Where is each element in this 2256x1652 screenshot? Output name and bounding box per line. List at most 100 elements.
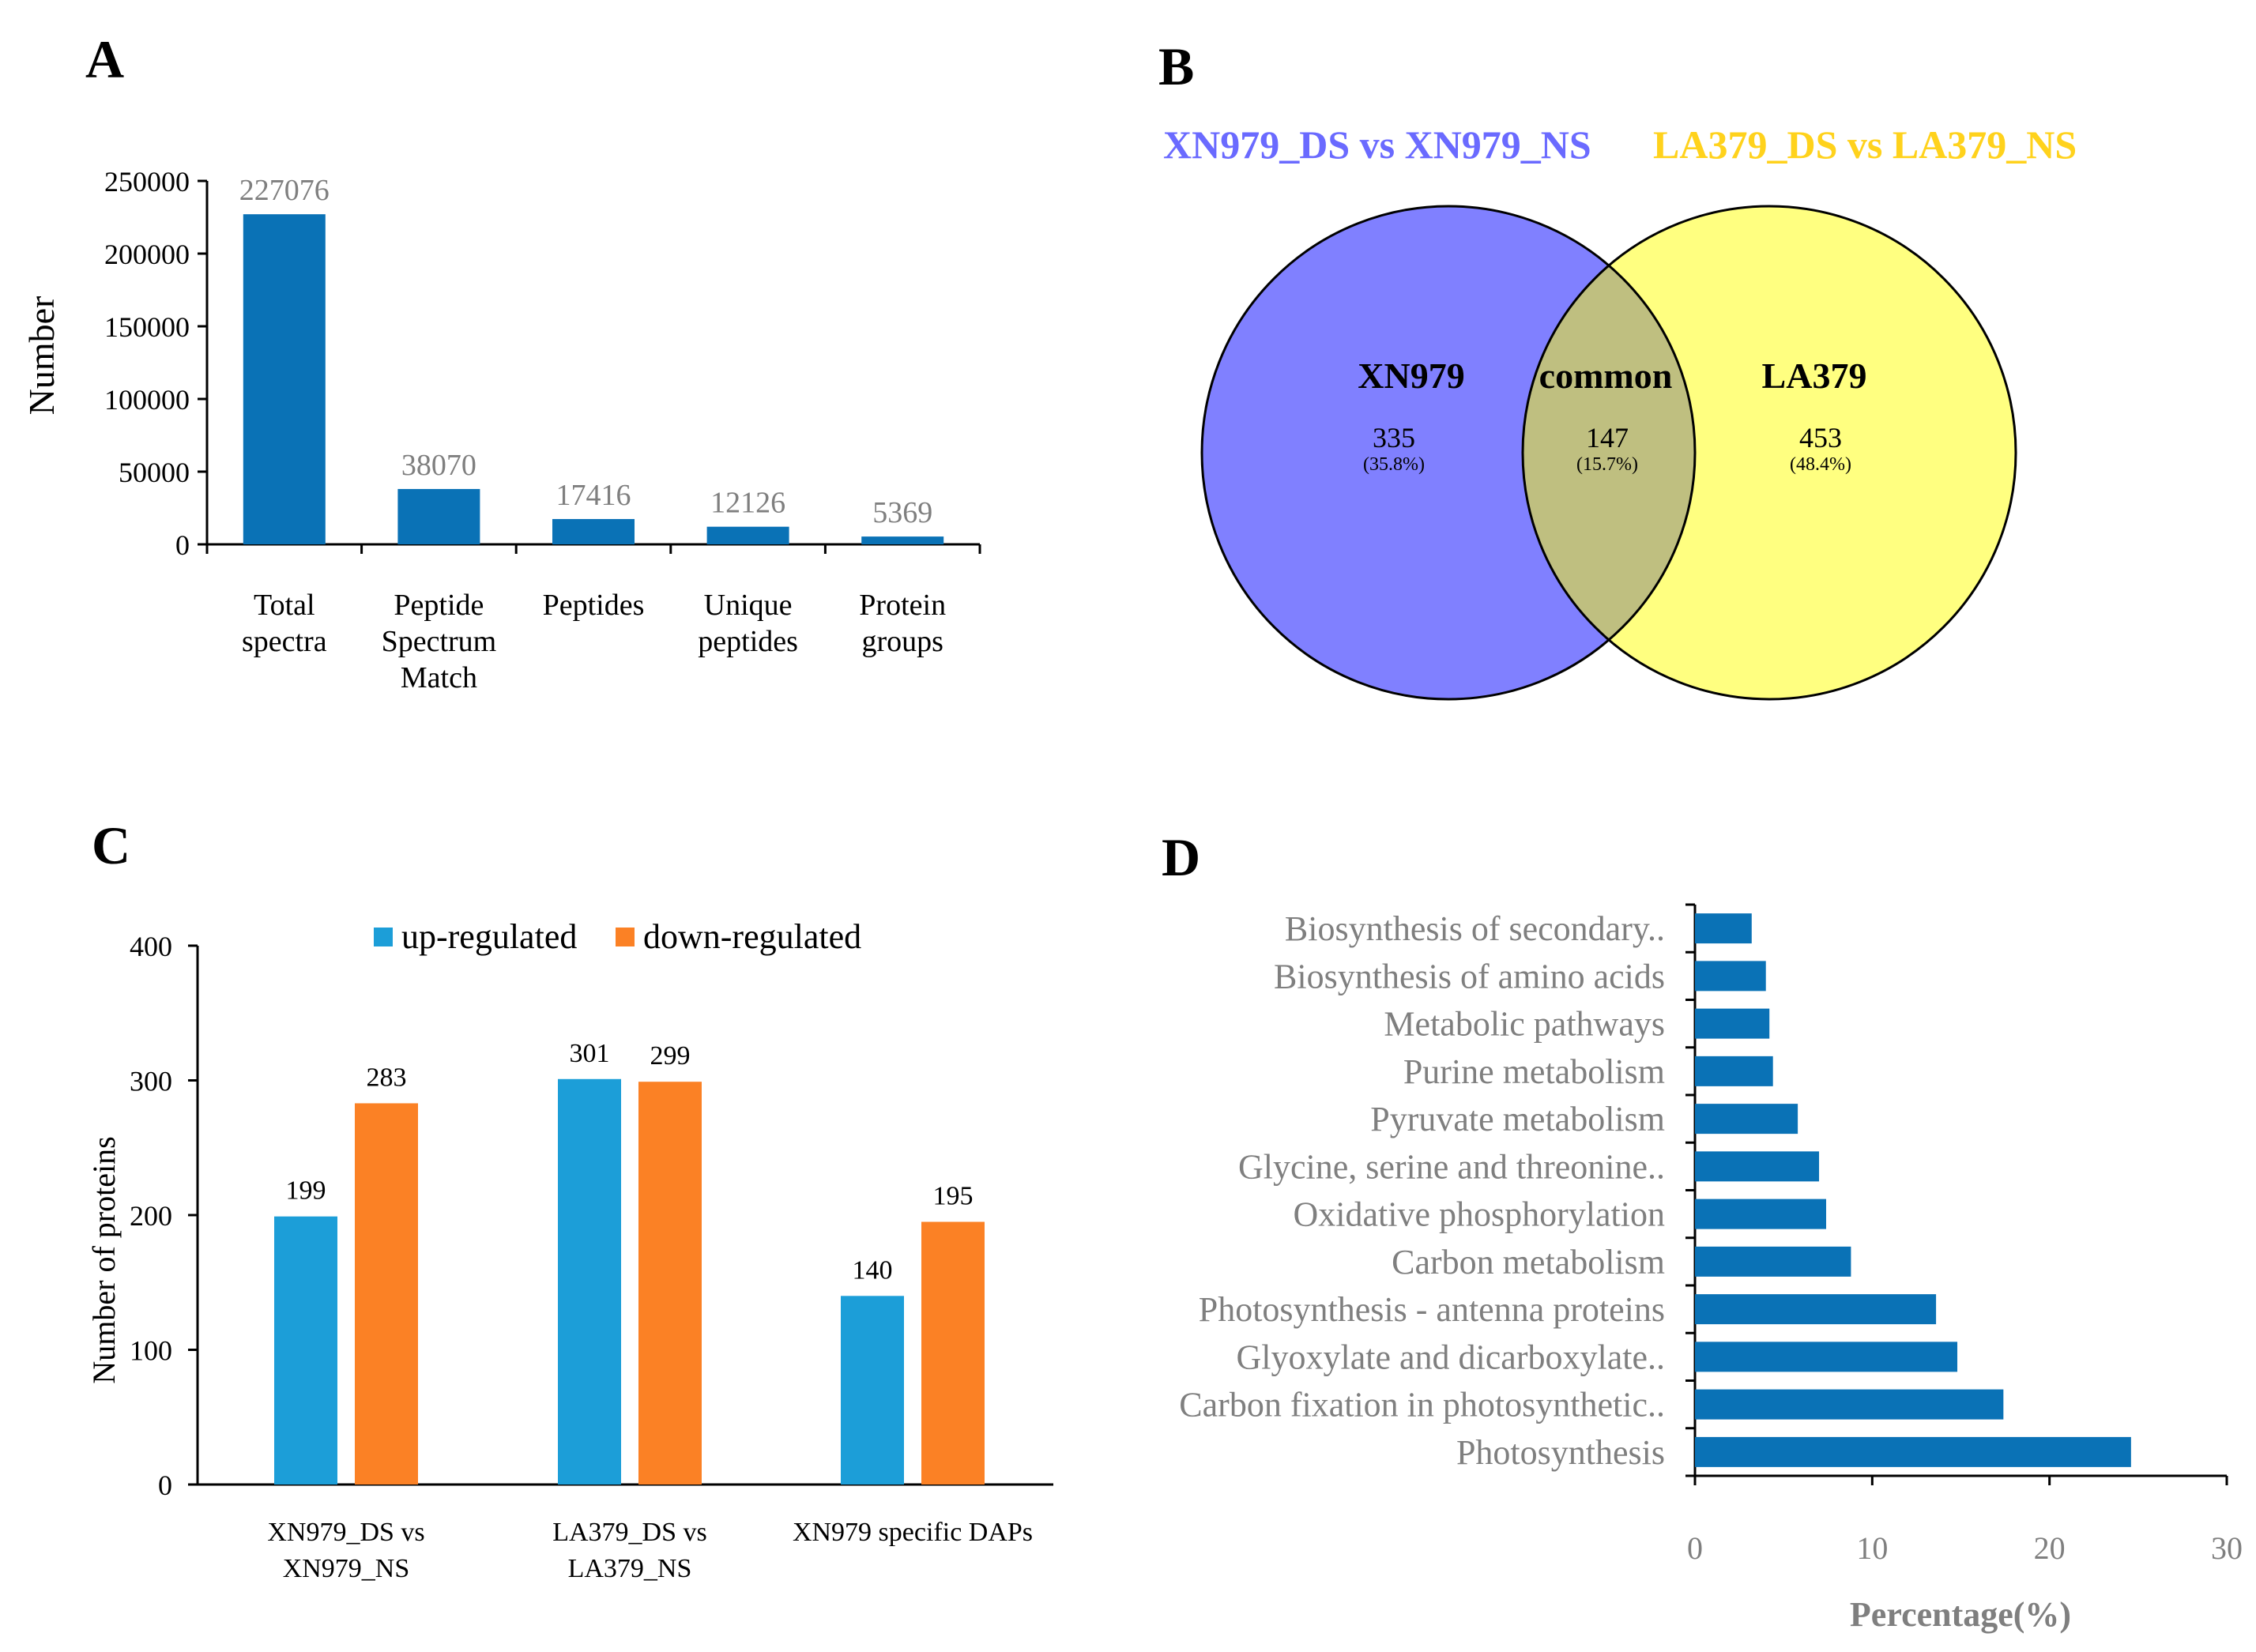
panel-d: D 0 10 20 30 Biosynthesis of secondary.. Bio…	[1162, 827, 2243, 1634]
legend-swatch-down-regulated	[616, 928, 635, 946]
panel-a: A Number 050000100000150000200000250000 …	[21, 29, 981, 694]
data-label: 140	[853, 1255, 893, 1285]
y-tick-label: Photosynthesis	[1456, 1433, 1665, 1472]
y-tick-label: Pyruvate metabolism	[1370, 1100, 1665, 1138]
y-tick-label: Glycine, serine and threonine..	[1238, 1147, 1665, 1186]
y-tick-label: Carbon fixation in photosynthetic..	[1179, 1386, 1665, 1424]
panel-label-a: A	[85, 29, 124, 89]
x-tick-label: spectra	[242, 625, 327, 658]
x-tick-label: Peptide	[394, 589, 484, 622]
data-label: 17416	[556, 479, 631, 512]
venn-region-count-common: 147	[1586, 422, 1629, 453]
bar-photosynthesis-antenna-proteins	[1695, 1294, 1937, 1325]
data-label: 283	[367, 1063, 407, 1092]
data-label: 227076	[239, 174, 330, 207]
venn-region-name-common: common	[1539, 356, 1673, 396]
bar-unique-peptides	[706, 526, 789, 544]
legend-label-up-regulated: up-regulated	[401, 917, 577, 956]
x-tick-label: groups	[861, 625, 943, 658]
bar-protein-groups	[861, 536, 944, 544]
data-label: 301	[570, 1039, 610, 1068]
x-tick-label: XN979 specific DAPs	[793, 1518, 1033, 1547]
y-tick-label: Purine metabolism	[1403, 1052, 1665, 1091]
panel-d-x-tick-label: 10	[1856, 1530, 1888, 1566]
bar-up-regulated-2	[558, 1078, 621, 1485]
panel-a-y-tick-label: 100000	[104, 384, 190, 416]
x-tick-label: Protein	[859, 589, 946, 622]
x-tick-label: XN979_DS vs	[267, 1518, 424, 1547]
x-tick-label: LA379_DS vs	[552, 1518, 707, 1547]
bar-pyruvate-metabolism	[1695, 1104, 1798, 1135]
data-label: 12126	[710, 487, 785, 520]
venn-overlap	[1523, 206, 1695, 699]
y-tick-label: Biosynthesis of amino acids	[1274, 957, 1665, 995]
bar-purine-metabolism	[1695, 1056, 1773, 1086]
bar-biosynthesis-of-secondary	[1695, 913, 1752, 944]
bar-metabolic-pathways	[1695, 1008, 1770, 1039]
panel-c-y-tick-label: 400	[130, 931, 172, 962]
panel-a-y-tick-label: 250000	[104, 166, 190, 198]
y-tick-label: Metabolic pathways	[1384, 1005, 1665, 1044]
venn-set-title-la379: LA379_DS vs LA379_NS	[1653, 122, 2077, 167]
venn-outline-la379	[1521, 205, 2017, 701]
panel-c-y-tick-label: 0	[158, 1469, 172, 1501]
x-tick-label: Unique	[704, 589, 793, 622]
panel-a-y-tick-label: 50000	[119, 457, 190, 488]
panel-c-y-tick-label: 200	[130, 1200, 172, 1232]
x-tick-label: peptides	[698, 625, 798, 658]
y-tick-label: Glyoxylate and dicarboxylate..	[1237, 1338, 1665, 1376]
panel-d-x-tick-label: 30	[2211, 1530, 2243, 1566]
x-tick-label: Spectrum	[382, 625, 497, 658]
x-tick-label: Match	[401, 661, 477, 694]
panel-a-y-tick-label: 150000	[104, 311, 190, 343]
x-tick-label: Peptides	[543, 589, 645, 622]
data-label: 195	[933, 1182, 974, 1211]
venn-region-percent-xn979: (35.8%)	[1363, 454, 1425, 475]
panel-c-y-axis-label: Number of proteins	[86, 1136, 122, 1383]
venn-region-count-xn979: 335	[1373, 422, 1415, 453]
panel-c-y-tick-label: 300	[130, 1066, 172, 1097]
bar-total-spectra	[243, 214, 326, 544]
panel-label-b: B	[1158, 36, 1194, 96]
panel-d-x-tick-label: 20	[2034, 1530, 2066, 1566]
x-tick-label: Total	[254, 589, 315, 622]
panel-a-y-axis-label: Number	[21, 296, 62, 416]
bar-peptide-spectrum-match	[397, 488, 480, 544]
y-tick-label: Carbon metabolism	[1392, 1243, 1665, 1281]
venn-region-name-xn979: XN979	[1358, 356, 1464, 396]
y-tick-label: Biosynthesis of secondary..	[1285, 909, 1665, 948]
bar-up-regulated-3	[841, 1296, 904, 1485]
y-tick-label: Photosynthesis - antenna proteins	[1199, 1290, 1665, 1329]
venn-region-percent-common: (15.7%)	[1576, 454, 1638, 475]
x-tick-label: XN979_NS	[283, 1554, 410, 1583]
panel-d-x-axis-label: Percentage(%)	[1850, 1595, 2071, 1634]
panel-b: B XN979_DS vs XN979_NS LA379_DS vs LA379…	[1158, 36, 2077, 701]
panel-label-c: C	[92, 815, 130, 875]
bar-down-regulated-1	[355, 1103, 418, 1485]
bar-glycine-serine-and-threonine	[1695, 1151, 1820, 1182]
bar-carbon-metabolism	[1695, 1246, 1851, 1277]
bar-glyoxylate-and-dicarboxylate	[1695, 1342, 1958, 1372]
data-label: 38070	[401, 449, 476, 482]
legend-swatch-up-regulated	[374, 928, 393, 946]
panel-label-d: D	[1162, 827, 1200, 887]
panel-c-legend: up-regulated down-regulated	[374, 917, 861, 956]
y-tick-label: Oxidative phosphorylation	[1294, 1195, 1666, 1234]
venn-region-percent-la379: (48.4%)	[1790, 454, 1851, 475]
venn-region-count-la379: 453	[1799, 422, 1842, 453]
venn-set-title-xn979: XN979_DS vs XN979_NS	[1163, 122, 1591, 167]
bar-oxidative-phosphorylation	[1695, 1199, 1827, 1229]
panel-c: C Number of proteins up-regulated down-r…	[86, 815, 1053, 1583]
bar-photosynthesis	[1695, 1436, 2131, 1467]
bar-carbon-fixation-in-photosynthetic	[1695, 1389, 2004, 1420]
venn-outline-xn979	[1200, 205, 1697, 701]
venn-region-name-la379: LA379	[1762, 356, 1867, 396]
panel-c-y-tick-label: 100	[130, 1335, 172, 1367]
legend-label-down-regulated: down-regulated	[643, 917, 861, 956]
bar-peptides	[552, 518, 635, 544]
x-tick-label: LA379_NS	[568, 1554, 692, 1583]
bar-up-regulated-1	[274, 1216, 337, 1485]
panel-d-x-tick-label: 0	[1687, 1530, 1703, 1566]
panel-a-y-tick-label: 200000	[104, 239, 190, 270]
